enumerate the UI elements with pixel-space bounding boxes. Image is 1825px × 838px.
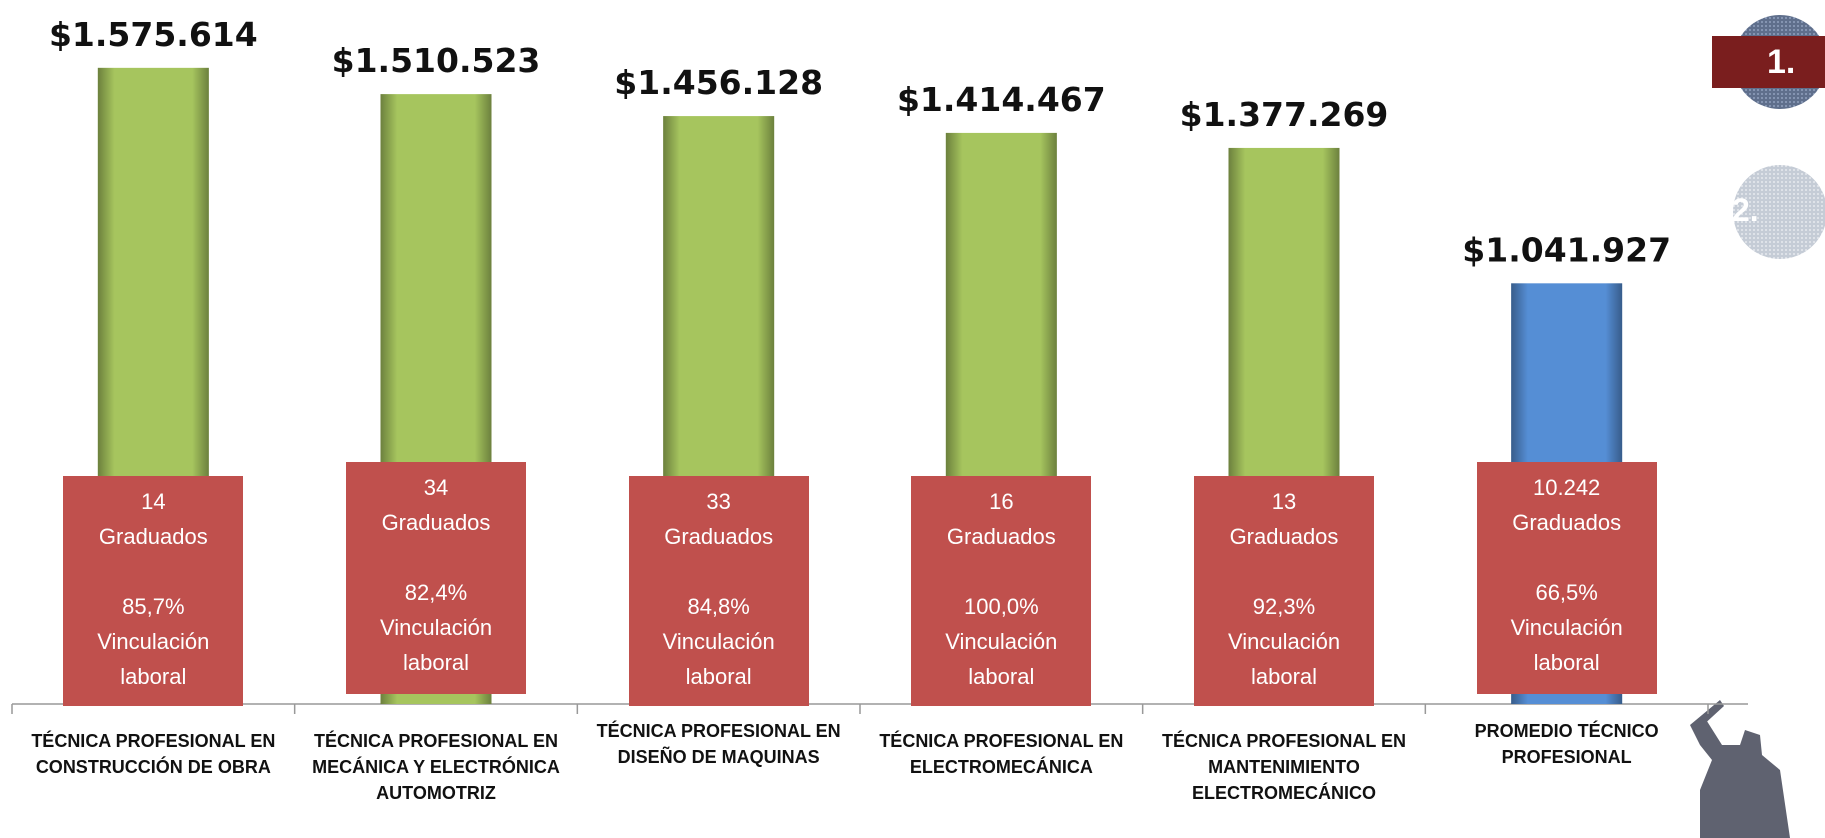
graduados-count: 14 bbox=[141, 484, 165, 519]
x-tick-label: TÉCNICA PROFESIONAL EN DISEÑO DE MAQUINA… bbox=[594, 718, 844, 770]
graduados-text: Graduados bbox=[947, 519, 1056, 554]
graduados-count: 33 bbox=[706, 484, 730, 519]
x-tick-label: TÉCNICA PROFESIONAL EN MECÁNICA Y ELECTR… bbox=[311, 728, 561, 806]
graduados-count: 10.242 bbox=[1533, 470, 1600, 505]
page: $1.575.614 $1.510.523 $1.456.128 $1.414.467… bbox=[0, 0, 1825, 838]
nav-item[interactable]: 1. bbox=[1712, 36, 1825, 88]
graduados-count: 13 bbox=[1272, 484, 1296, 519]
vinculacion-text: Vinculación laboral bbox=[1492, 610, 1642, 680]
graduados-count: 34 bbox=[424, 470, 448, 505]
graduados-text: Graduados bbox=[1230, 519, 1339, 554]
graduados-text: Graduados bbox=[99, 519, 208, 554]
vinculacion-text: Vinculación laboral bbox=[78, 624, 228, 694]
value-label: $1.414.467 bbox=[897, 80, 1106, 119]
nav-item[interactable]: 2. bbox=[1732, 192, 1759, 229]
value-label: $1.575.614 bbox=[49, 15, 258, 54]
graduados-text: Graduados bbox=[382, 505, 491, 540]
vinculacion-text: Vinculación laboral bbox=[644, 624, 794, 694]
x-tick-label: TÉCNICA PROFESIONAL EN MANTENIMIENTO ELE… bbox=[1159, 728, 1409, 806]
vinculacion-text: Vinculación laboral bbox=[361, 610, 511, 680]
chart: $1.575.614 $1.510.523 $1.456.128 $1.414.467… bbox=[0, 0, 1825, 838]
value-label: $1.510.523 bbox=[332, 41, 541, 80]
vinculacion-value: 92,3% bbox=[1253, 589, 1315, 624]
vinculacion-value: 66,5% bbox=[1535, 575, 1597, 610]
vinculacion-text: Vinculación laboral bbox=[926, 624, 1076, 694]
x-tick-label: TÉCNICA PROFESIONAL EN CONSTRUCCIÓN DE O… bbox=[28, 728, 278, 780]
graduados-text: Graduados bbox=[664, 519, 773, 554]
vinculacion-value: 100,0% bbox=[964, 589, 1039, 624]
graduados-text: Graduados bbox=[1512, 505, 1621, 540]
x-tick-label: TÉCNICA PROFESIONAL EN ELECTROMECÁNICA bbox=[876, 728, 1126, 780]
value-label: $1.456.128 bbox=[614, 63, 823, 102]
vinculacion-value: 84,8% bbox=[687, 589, 749, 624]
graduate-icon bbox=[1690, 700, 1790, 838]
vinculacion-value: 82,4% bbox=[405, 575, 467, 610]
value-label: $1.377.269 bbox=[1180, 95, 1389, 134]
vinculacion-text: Vinculación laboral bbox=[1209, 624, 1359, 694]
graduados-count: 16 bbox=[989, 484, 1013, 519]
x-tick-label: PROMEDIO TÉCNICO PROFESIONAL bbox=[1442, 718, 1692, 770]
vinculacion-value: 85,7% bbox=[122, 589, 184, 624]
value-label: $1.041.927 bbox=[1462, 230, 1671, 269]
